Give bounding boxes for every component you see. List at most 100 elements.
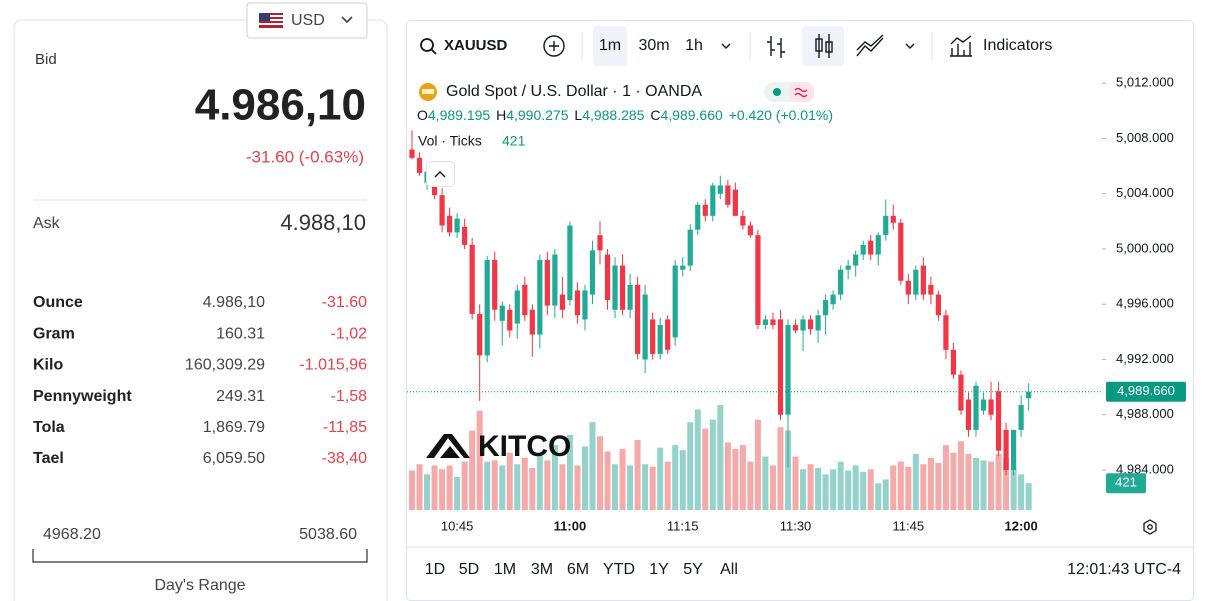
volume-bar xyxy=(687,422,694,510)
candle-body xyxy=(567,225,573,301)
volume-value: 421 xyxy=(502,133,526,149)
y-tick-label: 4,988.000 xyxy=(1116,406,1174,421)
chevron xyxy=(341,16,353,24)
volume-bar xyxy=(1003,457,1010,510)
unit-change: -1,02 xyxy=(331,325,368,342)
ask-label: Ask xyxy=(33,215,61,232)
chart-plot: 4,984.000 4,988.000 4,992.000 4,996.000 5,00… xyxy=(407,75,1186,533)
unit-price: 160,309.29 xyxy=(185,357,265,374)
candle-body xyxy=(928,284,934,295)
bid-label: Bid xyxy=(35,51,57,68)
volume-bar xyxy=(875,483,882,510)
volume-tag xyxy=(1106,473,1146,494)
range-button[interactable]: 1Y xyxy=(649,561,669,578)
candle-body xyxy=(687,229,693,266)
candle-body xyxy=(574,290,581,316)
candle-body xyxy=(657,324,663,354)
collapse-button[interactable] xyxy=(426,161,455,187)
candle-body xyxy=(522,284,528,316)
currency-select[interactable]: USD xyxy=(246,2,368,39)
volume-bar xyxy=(574,465,581,510)
volume-bar xyxy=(589,422,596,510)
candle-body xyxy=(514,290,520,324)
volume-bar xyxy=(664,461,671,510)
volume-bar xyxy=(739,445,746,510)
legend-value: 4,990.275 xyxy=(506,107,568,123)
candle-body xyxy=(905,280,911,295)
candle-body xyxy=(507,309,513,331)
unit-change: -1.015,96 xyxy=(299,357,367,374)
range-button[interactable]: 1M xyxy=(494,561,516,578)
range-button[interactable]: 5Y xyxy=(683,561,703,578)
range-button[interactable]: 1D xyxy=(425,561,445,578)
volume-bar xyxy=(709,419,716,510)
volume-bar xyxy=(476,410,483,510)
volume-bar xyxy=(905,466,912,510)
symbol[interactable]: XAUUSD xyxy=(444,37,508,54)
range-button[interactable]: 3M xyxy=(531,561,553,578)
currency-label[interactable]: USD xyxy=(291,12,325,29)
candle-body xyxy=(1003,429,1009,470)
area-icon[interactable] xyxy=(856,34,884,57)
candle-body xyxy=(680,265,686,270)
bars-icon[interactable] xyxy=(767,36,785,58)
volume-bar xyxy=(657,447,664,510)
volume-bar xyxy=(597,436,603,510)
volume-bar xyxy=(679,450,686,510)
indicators-icon[interactable] xyxy=(950,35,972,57)
candle-body xyxy=(785,324,791,415)
volume-bar xyxy=(619,448,626,510)
volume-bar xyxy=(935,462,942,510)
range-label: Day's Range xyxy=(154,577,245,594)
candle-body xyxy=(823,300,829,316)
chevron[interactable] xyxy=(905,43,915,49)
chevron[interactable] xyxy=(721,43,731,49)
volume-bar xyxy=(514,464,521,510)
candle-body xyxy=(672,265,678,338)
volume-bar xyxy=(439,469,446,510)
candle-body xyxy=(800,319,806,331)
legend-title: Gold Spot / U.S. Dollar · 1 · OANDA xyxy=(446,83,702,100)
volume-bar xyxy=(867,469,874,510)
unit-name: Tael xyxy=(33,450,64,467)
volume-bar xyxy=(604,451,611,510)
unit-price: 1,869.79 xyxy=(203,419,265,436)
range-button[interactable]: YTD xyxy=(603,561,635,578)
interval[interactable]: 1m xyxy=(599,37,621,54)
candle-body xyxy=(732,189,738,216)
interval[interactable]: 1h xyxy=(685,37,703,54)
indicators-button[interactable]: Indicators xyxy=(983,37,1052,54)
range-button[interactable]: 6M xyxy=(567,561,589,578)
volume-bar xyxy=(642,464,649,510)
compare-button[interactable] xyxy=(543,35,565,57)
candle-body xyxy=(559,294,565,310)
volume-bar xyxy=(499,465,506,510)
volume-bar xyxy=(424,474,431,510)
volume-bar xyxy=(957,441,964,510)
volume-title: Vol · Ticks xyxy=(418,133,482,149)
unit-change: -1,58 xyxy=(331,388,368,405)
candle-body xyxy=(792,324,799,331)
candles-icon[interactable] xyxy=(815,38,823,52)
x-tick-label: 10:45 xyxy=(441,518,474,533)
candle-body xyxy=(890,215,896,223)
candle-body xyxy=(604,254,611,301)
range-button[interactable]: 5D xyxy=(459,561,479,578)
candle-body xyxy=(807,319,814,330)
x-tick-label: 12:00 xyxy=(1004,518,1037,533)
range-button[interactable]: All xyxy=(720,561,738,578)
candle-body xyxy=(717,185,723,194)
volume-bar xyxy=(506,452,513,510)
y-tick-label: 4,996.000 xyxy=(1116,296,1174,311)
volume-bar xyxy=(950,452,957,510)
interval[interactable]: 30m xyxy=(638,37,669,54)
candle-body xyxy=(492,260,498,310)
volume-bar xyxy=(649,466,656,510)
settings-icon[interactable] xyxy=(1143,519,1157,535)
candle-body xyxy=(416,157,423,174)
currency-button[interactable] xyxy=(246,2,368,39)
candle-body xyxy=(770,319,776,325)
unit-name: Ounce xyxy=(33,294,83,311)
volume-bar xyxy=(559,464,566,510)
legend: Gold Spot / U.S. Dollar · 1 · OANDA O4,9… xyxy=(417,82,833,187)
